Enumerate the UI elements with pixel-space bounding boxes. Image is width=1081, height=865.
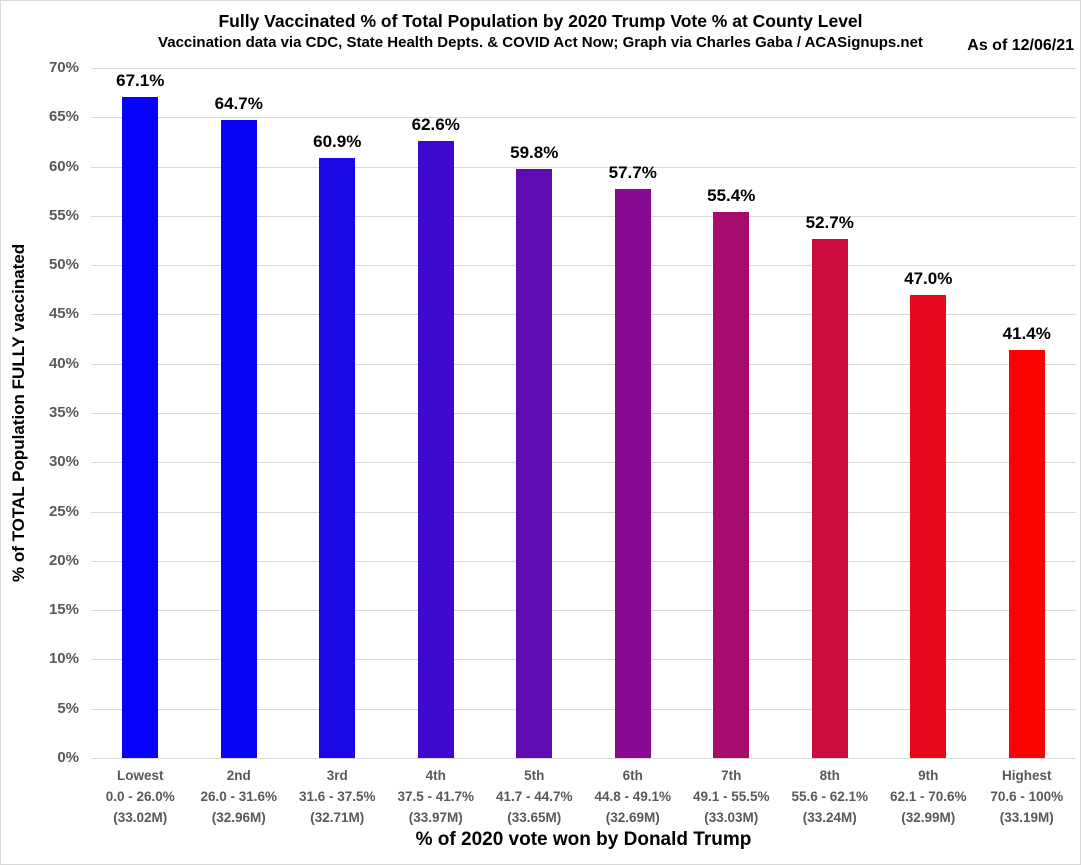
y-tick-label: 5% — [57, 699, 79, 717]
y-tick-label: 35% — [48, 404, 79, 421]
gridline — [91, 166, 1076, 168]
x-tick-vote-range: 0.0 - 26.0% — [105, 789, 175, 804]
bar-value-label: 41.4% — [1002, 323, 1051, 343]
gridline — [91, 215, 1076, 217]
y-tick-label: 20% — [48, 551, 79, 569]
x-tick-decile: Highest — [1001, 768, 1052, 783]
x-tick-vote-range: 49.1 - 55.5% — [692, 789, 770, 804]
x-tick-vote-range: 37.5 - 41.7% — [397, 789, 475, 804]
chart-title: Fully Vaccinated % of Total Population b… — [218, 11, 863, 31]
x-tick-decile: Lowest — [116, 768, 164, 783]
gridline — [91, 363, 1076, 365]
y-tick-label: 55% — [48, 206, 79, 224]
bar-value-label: 60.9% — [313, 131, 362, 151]
y-tick-label: 25% — [48, 502, 79, 520]
y-tick-label: 60% — [48, 157, 79, 175]
bar — [220, 120, 257, 758]
x-tick-label: 2nd 26.0 - 31.6% (32.96M) — [190, 765, 289, 828]
x-tick-decile: 3rd — [326, 768, 348, 783]
bar — [614, 189, 651, 758]
as-of-date: As of 12/06/21 — [967, 37, 1074, 54]
x-tick-label: 8th 55.6 - 62.1% (33.24M) — [781, 765, 880, 828]
gridline — [91, 462, 1076, 464]
x-tick-population: (33.03M) — [704, 810, 759, 825]
x-tick-population: (32.96M) — [211, 810, 266, 825]
x-tick-population: (33.19M) — [999, 810, 1054, 825]
bar-value-label: 67.1% — [116, 70, 165, 90]
bar — [417, 140, 454, 758]
bar-value-label: 47.0% — [904, 268, 953, 288]
y-tick-label: 70% — [48, 59, 79, 76]
x-tick-decile: 6th — [622, 768, 643, 783]
gridline — [91, 659, 1076, 661]
x-tick-vote-range: 31.6 - 37.5% — [298, 789, 376, 804]
bar-value-label: 62.6% — [411, 114, 460, 134]
x-tick-decile: 2nd — [226, 768, 251, 783]
y-tick-label: 0% — [57, 749, 79, 766]
x-tick-vote-range: 44.8 - 49.1% — [594, 789, 672, 804]
y-tick-label: 40% — [48, 354, 79, 372]
bar-value-label: 59.8% — [510, 142, 559, 162]
bar — [122, 96, 159, 758]
x-tick-vote-range: 26.0 - 31.6% — [200, 789, 278, 804]
x-axis-title: % of 2020 vote won by Donald Trump — [415, 829, 752, 850]
bar — [516, 168, 553, 758]
x-tick-decile: 4th — [425, 768, 446, 783]
y-tick-label: 45% — [48, 305, 79, 323]
x-tick-label: 7th 49.1 - 55.5% (33.03M) — [682, 765, 781, 828]
x-tick-label: 9th 62.1 - 70.6% (32.99M) — [879, 765, 978, 828]
gridline — [91, 117, 1076, 119]
x-tick-label: 6th 44.8 - 49.1% (32.69M) — [584, 765, 683, 828]
bar — [319, 157, 356, 758]
bar — [713, 211, 750, 758]
y-tick-label: 10% — [48, 650, 79, 668]
x-tick-label: 3rd 31.6 - 37.5% (32.71M) — [288, 765, 387, 828]
bar-value-label: 55.4% — [707, 185, 756, 205]
bar — [910, 294, 947, 758]
x-tick-population: (33.02M) — [113, 810, 168, 825]
x-tick-population: (33.97M) — [408, 810, 463, 825]
x-tick-vote-range: 41.7 - 44.7% — [495, 789, 573, 804]
y-tick-label: 50% — [48, 256, 79, 274]
x-tick-population: (33.65M) — [507, 810, 562, 825]
x-tick-population: (32.99M) — [901, 810, 956, 825]
x-tick-population: (32.71M) — [310, 810, 365, 825]
chart-subtitle: Vaccination data via CDC, State Health D… — [158, 34, 923, 51]
x-tick-decile: 7th — [721, 768, 742, 783]
gridline — [91, 68, 1076, 69]
bar — [1008, 349, 1045, 758]
x-tick-decile: 9th — [918, 768, 939, 783]
x-tick-label: 5th 41.7 - 44.7% (33.65M) — [485, 765, 584, 828]
y-tick-label: 65% — [48, 108, 79, 126]
gridline — [91, 265, 1076, 267]
x-tick-population: (33.24M) — [802, 810, 857, 825]
gridline — [91, 610, 1076, 612]
x-tick-vote-range: 62.1 - 70.6% — [889, 789, 967, 804]
x-tick-label: Highest 70.6 - 100% (33.19M) — [978, 765, 1077, 828]
x-tick-decile: 8th — [819, 768, 840, 783]
y-tick-label: 30% — [48, 453, 79, 471]
gridline — [91, 758, 1076, 759]
x-tick-vote-range: 55.6 - 62.1% — [791, 789, 869, 804]
bar-value-label: 57.7% — [608, 163, 657, 183]
gridline — [91, 413, 1076, 414]
x-tick-vote-range: 70.6 - 100% — [990, 789, 1064, 804]
x-tick-population: (32.69M) — [605, 810, 660, 825]
bar-value-label: 64.7% — [214, 94, 263, 114]
gridline — [91, 511, 1076, 513]
x-tick-label: Lowest 0.0 - 26.0% (33.02M) — [91, 765, 190, 828]
x-tick-decile: 5th — [524, 768, 545, 783]
gridline — [91, 314, 1076, 316]
bar — [811, 238, 848, 758]
gridline — [91, 708, 1076, 710]
gridline — [91, 560, 1076, 562]
bar-value-label: 52.7% — [805, 212, 854, 232]
x-tick-label: 4th 37.5 - 41.7% (33.97M) — [387, 765, 486, 828]
y-tick-label: 15% — [48, 601, 79, 619]
